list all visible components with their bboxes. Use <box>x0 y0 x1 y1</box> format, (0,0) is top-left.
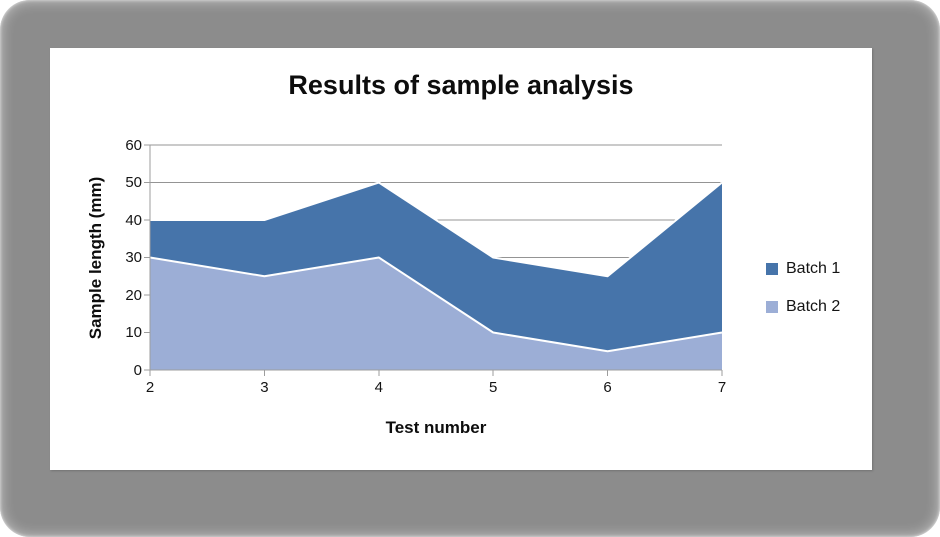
legend-item-batch-1[interactable]: Batch 1 <box>766 260 840 278</box>
legend: Batch 1 Batch 2 <box>766 260 840 336</box>
chart-title[interactable]: Results of sample analysis <box>288 70 634 100</box>
series-outline-batch-2 <box>149 256 723 353</box>
x-tick-label-7: 7 <box>717 379 727 396</box>
y-tick-label-30: 30 <box>125 249 142 266</box>
legend-label-batch-1: Batch 1 <box>786 260 841 277</box>
x-tick-label-2: 2 <box>145 379 155 396</box>
y-tick-label-60: 60 <box>125 136 142 154</box>
legend-label-batch-2: Batch 2 <box>786 298 841 315</box>
y-tick-label-50: 50 <box>125 174 142 191</box>
y-tick-label-40: 40 <box>125 211 142 229</box>
y-tick-label-10: 10 <box>125 324 142 341</box>
series-area-batch-2[interactable] <box>150 257 722 371</box>
x-tick-label-6: 6 <box>603 379 612 396</box>
chart-panel[interactable]: Results of sample analysis Sample length… <box>50 48 872 470</box>
series-outline-batch-1 <box>150 181 723 278</box>
x-tick-label-5: 5 <box>489 379 498 396</box>
x-axis-title: Test number <box>385 418 487 437</box>
legend-item-batch-2[interactable]: Batch 2 <box>766 298 840 316</box>
plot-area[interactable] <box>144 144 723 376</box>
legend-swatch-batch-2-icon <box>766 301 778 313</box>
x-tick-label-3: 3 <box>260 379 269 396</box>
y-tick-label-20: 20 <box>125 286 142 304</box>
y-tick-label-0: 0 <box>133 361 142 379</box>
x-tick-label-4: 4 <box>374 379 383 396</box>
legend-swatch-batch-1-icon <box>766 263 778 275</box>
